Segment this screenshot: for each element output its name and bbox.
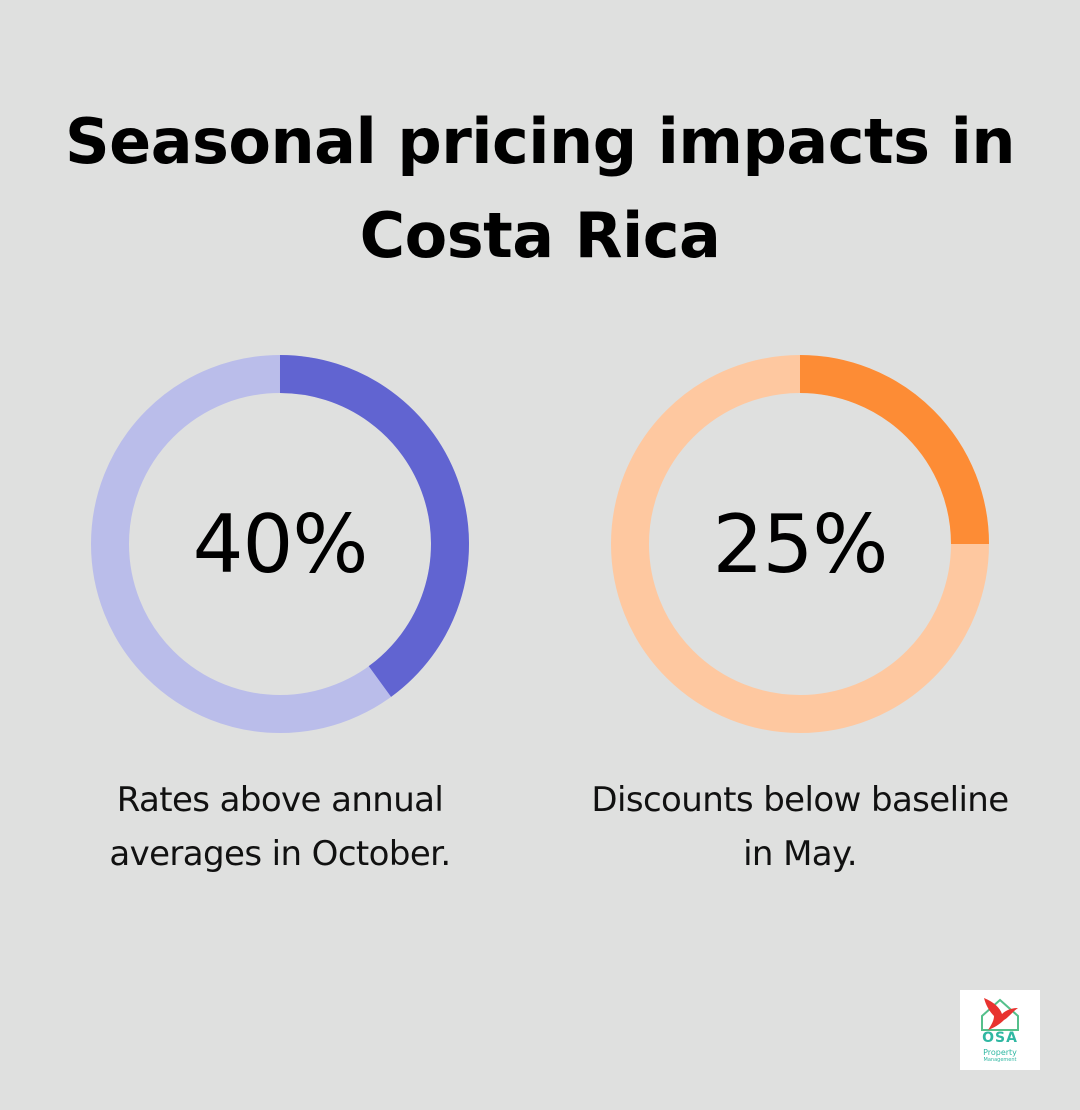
logo-subtitle-2: Management (983, 1057, 1017, 1063)
donut-svg-2 (611, 355, 989, 733)
donut-caption-1: Rates above annual averages in October. (109, 780, 451, 874)
logo-text: OSA (982, 1030, 1018, 1046)
donut-svg-1 (91, 355, 469, 733)
chart-title: Seasonal pricing impacts in Costa Rica (64, 105, 1016, 272)
donut-value-label-1: 40% (192, 497, 369, 591)
donut-arc-1 (279, 355, 469, 697)
logo-subtitle: Property (983, 1048, 1017, 1057)
donut-chart-1: 40% (90, 354, 470, 734)
company-logo: OSA Property Management (960, 990, 1040, 1070)
donut-caption-2: Discounts below baseline in May. (591, 780, 1009, 874)
donut-arc-2 (799, 355, 989, 545)
donut-chart-2: 25% (610, 354, 990, 734)
logo-bird-icon (981, 998, 1019, 1031)
donut-value-label-2: 25% (712, 497, 889, 591)
